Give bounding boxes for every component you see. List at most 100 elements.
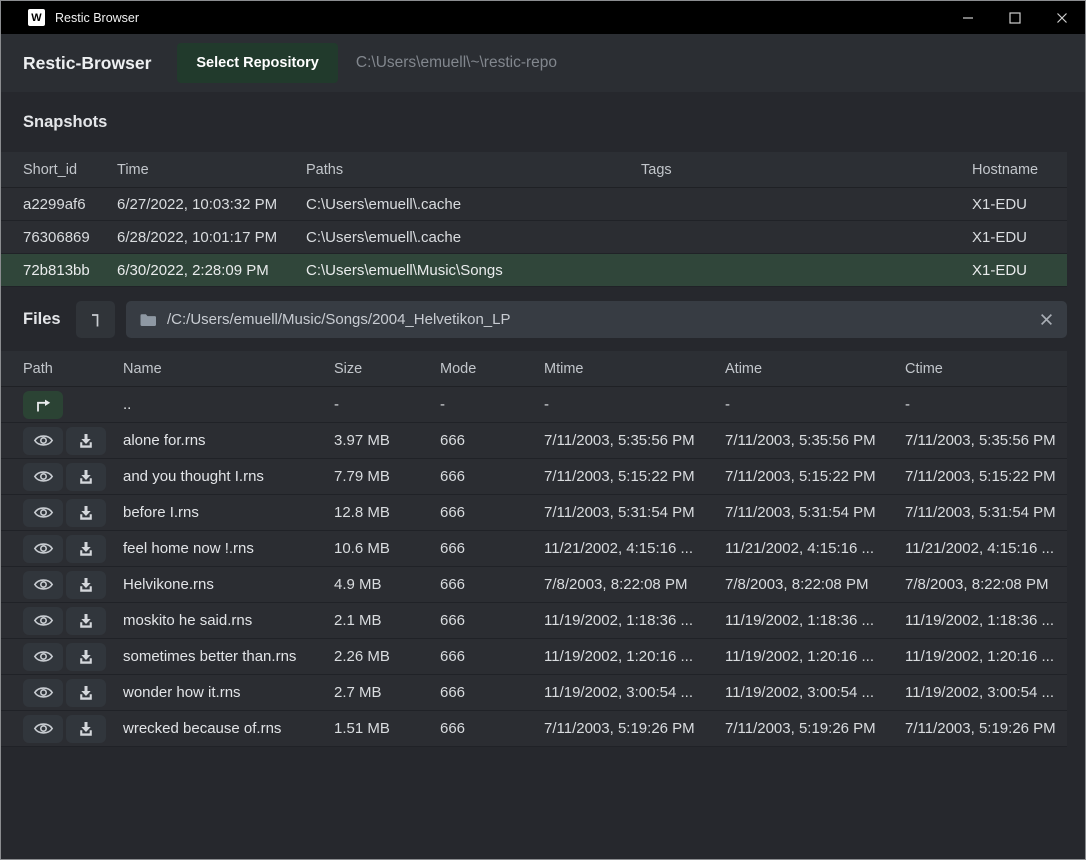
file-row: wrecked because of.rns 1.51 MB 666 7/11/… (1, 711, 1067, 747)
file-row-actions (23, 499, 123, 527)
file-row: and you thought I.rns 7.79 MB 666 7/11/2… (1, 459, 1067, 495)
column-header-path: Path (23, 361, 123, 377)
file-row: feel home now !.rns 10.6 MB 666 11/21/20… (1, 531, 1067, 567)
file-atime: 7/11/2003, 5:19:26 PM (725, 720, 905, 737)
files-table-body: alone for.rns 3.97 MB 666 7/11/2003, 5:3… (1, 423, 1085, 747)
file-mtime: 7/11/2003, 5:19:26 PM (544, 720, 725, 737)
file-name: Helvikone.rns (123, 576, 334, 593)
close-button[interactable] (1038, 1, 1085, 34)
preview-file-button[interactable] (23, 643, 63, 671)
file-row-actions (23, 715, 123, 743)
file-atime: 11/19/2002, 3:00:54 ... (725, 684, 905, 701)
snapshot-row[interactable]: 76306869 6/28/2022, 10:01:17 PM C:\Users… (1, 221, 1067, 254)
download-file-button[interactable] (66, 607, 106, 635)
download-tray-icon (78, 613, 94, 629)
file-mtime: 11/19/2002, 3:00:54 ... (544, 684, 725, 701)
eye-icon (33, 613, 54, 628)
preview-file-button[interactable] (23, 679, 63, 707)
file-mtime: 11/19/2002, 1:18:36 ... (544, 612, 725, 629)
file-name: alone for.rns (123, 432, 334, 449)
file-ctime: 11/19/2002, 1:20:16 ... (905, 648, 1067, 665)
file-atime: 7/11/2003, 5:31:54 PM (725, 504, 905, 521)
repository-path: C:\Users\emuell\~\restic-repo (356, 54, 557, 72)
parent-dir-atime: - (725, 396, 905, 413)
file-size: 12.8 MB (334, 504, 440, 521)
file-size: 10.6 MB (334, 540, 440, 557)
preview-file-button[interactable] (23, 535, 63, 563)
file-row: Helvikone.rns 4.9 MB 666 7/8/2003, 8:22:… (1, 567, 1067, 603)
preview-file-button[interactable] (23, 427, 63, 455)
snapshot-row[interactable]: 72b813bb 6/30/2022, 2:28:09 PM C:\Users\… (1, 254, 1067, 287)
download-tray-icon (78, 433, 94, 449)
parent-directory-row: .. - - - - - (1, 387, 1067, 423)
file-ctime: 11/21/2002, 4:15:16 ... (905, 540, 1067, 557)
titlebar: W Restic Browser (1, 1, 1085, 34)
preview-file-button[interactable] (23, 571, 63, 599)
file-name: sometimes better than.rns (123, 648, 334, 665)
file-mode: 666 (440, 432, 544, 449)
eye-icon (33, 541, 54, 556)
snapshot-row[interactable]: a2299af6 6/27/2022, 10:03:32 PM C:\Users… (1, 188, 1067, 221)
column-header-mode: Mode (440, 361, 544, 377)
clear-path-button[interactable] (1040, 313, 1053, 326)
empty-area (1, 747, 1085, 859)
file-size: 2.1 MB (334, 612, 440, 629)
snapshot-hostname: X1-EDU (972, 196, 1067, 213)
download-tray-icon (78, 685, 94, 701)
snapshot-short-id: 76306869 (23, 229, 117, 246)
download-file-button[interactable] (66, 463, 106, 491)
file-size: 2.26 MB (334, 648, 440, 665)
snapshot-short-id: a2299af6 (23, 196, 117, 213)
download-file-button[interactable] (66, 535, 106, 563)
download-file-button[interactable] (66, 571, 106, 599)
files-path-input[interactable]: /C:/Users/emuell/Music/Songs/2004_Helvet… (126, 301, 1067, 338)
download-tray-icon (78, 469, 94, 485)
preview-file-button[interactable] (23, 715, 63, 743)
snapshot-time: 6/30/2022, 2:28:09 PM (117, 262, 306, 279)
snapshot-time: 6/27/2022, 10:03:32 PM (117, 196, 306, 213)
parent-dir-name: .. (123, 396, 334, 413)
preview-file-button[interactable] (23, 499, 63, 527)
column-header-hostname: Hostname (972, 162, 1067, 178)
eye-icon (33, 721, 54, 736)
snapshot-paths: C:\Users\emuell\.cache (306, 196, 641, 213)
column-header-paths: Paths (306, 162, 641, 178)
select-repository-button[interactable]: Select Repository (177, 43, 338, 83)
preview-file-button[interactable] (23, 607, 63, 635)
download-file-button[interactable] (66, 679, 106, 707)
restic-browser-window: W Restic Browser Restic-Browser Select R… (0, 0, 1086, 860)
window-controls (944, 1, 1085, 34)
file-ctime: 7/11/2003, 5:31:54 PM (905, 504, 1067, 521)
download-file-button[interactable] (66, 643, 106, 671)
minimize-button[interactable] (944, 1, 991, 34)
file-atime: 11/21/2002, 4:15:16 ... (725, 540, 905, 557)
app-name: Restic-Browser (23, 53, 151, 74)
file-atime: 11/19/2002, 1:18:36 ... (725, 612, 905, 629)
go-to-root-button[interactable] (76, 301, 115, 338)
file-ctime: 7/11/2003, 5:15:22 PM (905, 468, 1067, 485)
wails-w-icon: W (28, 9, 45, 26)
file-name: before I.rns (123, 504, 334, 521)
file-row: alone for.rns 3.97 MB 666 7/11/2003, 5:3… (1, 423, 1067, 459)
download-file-button[interactable] (66, 427, 106, 455)
download-file-button[interactable] (66, 499, 106, 527)
file-ctime: 11/19/2002, 3:00:54 ... (905, 684, 1067, 701)
snapshot-paths: C:\Users\emuell\.cache (306, 229, 641, 246)
file-ctime: 7/11/2003, 5:19:26 PM (905, 720, 1067, 737)
go-to-parent-button[interactable] (23, 391, 63, 419)
maximize-button[interactable] (991, 1, 1038, 34)
parent-dir-mtime: - (544, 396, 725, 413)
up-right-arrow-icon (34, 398, 52, 412)
eye-icon (33, 433, 54, 448)
download-tray-icon (78, 649, 94, 665)
download-tray-icon (78, 721, 94, 737)
file-atime: 11/19/2002, 1:20:16 ... (725, 648, 905, 665)
file-size: 7.79 MB (334, 468, 440, 485)
file-row-actions (23, 535, 123, 563)
download-tray-icon (78, 577, 94, 593)
download-tray-icon (78, 541, 94, 557)
download-file-button[interactable] (66, 715, 106, 743)
preview-file-button[interactable] (23, 463, 63, 491)
minimize-icon (962, 12, 974, 24)
parent-dir-size: - (334, 396, 440, 413)
